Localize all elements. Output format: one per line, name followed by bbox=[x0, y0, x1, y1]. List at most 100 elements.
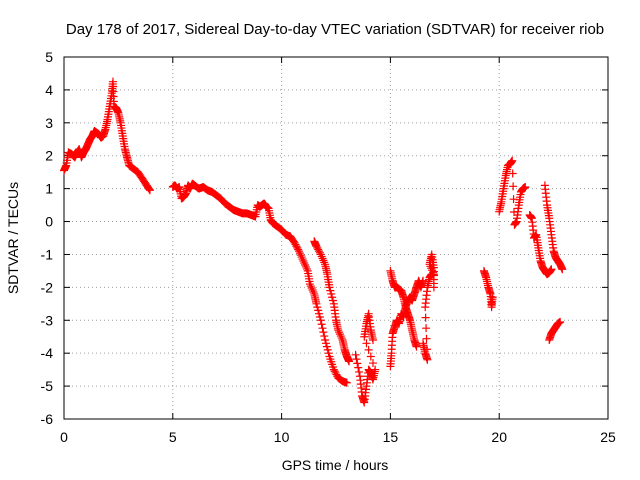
data-point-marker bbox=[306, 282, 315, 291]
data-point-marker bbox=[312, 299, 321, 308]
data-point-marker bbox=[508, 169, 517, 178]
x-axis-label: GPS time / hours bbox=[282, 457, 389, 473]
data-point-marker bbox=[412, 342, 421, 351]
x-tick-label: 15 bbox=[383, 429, 399, 445]
data-point-marker bbox=[316, 250, 325, 259]
data-point-marker bbox=[336, 332, 345, 341]
x-tick-label: 0 bbox=[60, 429, 68, 445]
data-point-marker bbox=[362, 339, 371, 348]
data-point-marker bbox=[315, 312, 324, 321]
data-point-marker bbox=[315, 309, 324, 318]
data-point-marker bbox=[322, 342, 331, 351]
x-tick-label: 20 bbox=[491, 429, 507, 445]
data-point-marker bbox=[351, 350, 360, 359]
data-point-marker bbox=[301, 262, 310, 271]
data-point-marker bbox=[302, 264, 311, 273]
data-point-marker bbox=[353, 359, 362, 368]
data-point-marker bbox=[301, 260, 310, 269]
y-tick-label: -3 bbox=[41, 312, 54, 328]
data-point-marker bbox=[291, 240, 300, 249]
data-point-marker bbox=[298, 255, 307, 264]
data-point-marker bbox=[342, 378, 351, 387]
data-point-marker bbox=[335, 328, 344, 337]
data-point-marker bbox=[345, 357, 354, 366]
y-tick-label: -2 bbox=[41, 279, 54, 295]
y-tick-label: 4 bbox=[45, 82, 53, 98]
axis-ticks bbox=[63, 56, 609, 420]
data-point-marker bbox=[326, 286, 335, 295]
data-point-marker bbox=[547, 265, 556, 274]
data-point-marker bbox=[321, 339, 330, 348]
data-point-marker bbox=[335, 330, 344, 339]
data-point-marker bbox=[364, 345, 373, 354]
chart-title: Day 178 of 2017, Sidereal Day-to-day VTE… bbox=[66, 21, 604, 38]
y-tick-label: -5 bbox=[41, 378, 54, 394]
data-point-marker bbox=[313, 243, 322, 252]
data-point-marker bbox=[316, 316, 325, 325]
data-point-marker bbox=[290, 238, 299, 247]
data-point-marker bbox=[292, 242, 301, 251]
data-point-marker bbox=[422, 324, 431, 333]
y-axis-label: SDTVAR / TECUs bbox=[5, 182, 21, 294]
data-point-marker bbox=[293, 243, 302, 252]
data-point-marker bbox=[307, 284, 316, 293]
data-point-marker bbox=[320, 258, 329, 267]
data-point-marker bbox=[509, 195, 518, 204]
data-point-marker bbox=[331, 368, 340, 377]
data-point-marker bbox=[300, 259, 309, 268]
data-point-marker bbox=[355, 367, 364, 376]
data-point-marker bbox=[556, 317, 565, 326]
data-point-marker bbox=[328, 296, 337, 305]
data-point-marker bbox=[315, 247, 324, 256]
data-point-marker bbox=[144, 184, 153, 193]
data-point-marker bbox=[314, 245, 323, 254]
data-point-marker bbox=[145, 185, 154, 194]
y-tick-label: -6 bbox=[41, 411, 54, 427]
data-point-marker bbox=[319, 328, 328, 337]
data-point-marker bbox=[296, 251, 305, 260]
data-point-marker bbox=[337, 334, 346, 343]
x-tick-label: 5 bbox=[169, 429, 177, 445]
data-point-marker bbox=[368, 336, 377, 345]
y-tick-label: -1 bbox=[41, 246, 54, 262]
data-point-marker bbox=[317, 252, 326, 261]
y-tick-label: 2 bbox=[45, 148, 53, 164]
x-tick-labels: 0 5 10 15 20 25 bbox=[60, 429, 616, 445]
data-point-marker bbox=[294, 245, 303, 254]
y-tick-labels: -6 -5 -4 -3 -2 -1 0 1 2 3 4 5 bbox=[41, 49, 54, 427]
y-tick-label: 3 bbox=[45, 115, 53, 131]
data-point-marker bbox=[313, 303, 322, 312]
data-point-marker bbox=[423, 355, 432, 364]
y-tick-label: 5 bbox=[45, 49, 53, 65]
data-point-marker bbox=[309, 287, 318, 296]
data-point-marker bbox=[299, 257, 308, 266]
data-point-marker bbox=[312, 242, 321, 251]
data-point-marker bbox=[145, 186, 154, 195]
data-point-marker bbox=[308, 285, 317, 294]
data-point-marker bbox=[558, 265, 567, 274]
data-point-marker bbox=[324, 349, 333, 358]
y-tick-label: 1 bbox=[45, 181, 53, 197]
data-point-marker bbox=[421, 313, 430, 322]
data-point-marker bbox=[488, 293, 497, 302]
plot-frame bbox=[63, 56, 609, 420]
gridlines bbox=[64, 57, 608, 419]
data-point-marker bbox=[321, 336, 330, 345]
data-point-marker bbox=[366, 352, 375, 361]
data-point-marker bbox=[327, 289, 336, 298]
data-point-marker bbox=[317, 320, 326, 329]
y-tick-label: -4 bbox=[41, 345, 54, 361]
data-point-marker bbox=[329, 365, 338, 374]
data-point-marker bbox=[422, 334, 431, 343]
data-point-marker bbox=[295, 247, 304, 256]
data-point-marker bbox=[419, 276, 428, 285]
data-point-marker bbox=[509, 182, 518, 191]
data-point-marker bbox=[323, 345, 332, 354]
data-point-marker bbox=[328, 293, 337, 302]
data-point-marker bbox=[295, 249, 304, 258]
data-point-marker bbox=[422, 345, 431, 354]
data-point-marker bbox=[305, 280, 314, 289]
data-point-marker bbox=[314, 306, 323, 315]
x-tick-label: 10 bbox=[274, 429, 290, 445]
